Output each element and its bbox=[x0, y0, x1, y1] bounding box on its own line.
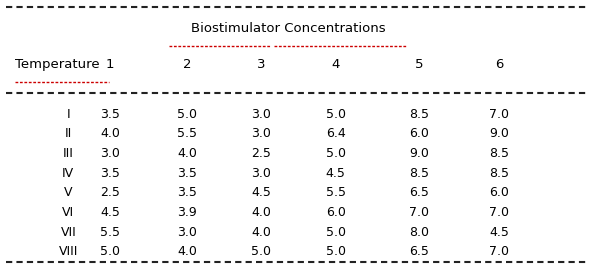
Text: 7.0: 7.0 bbox=[489, 245, 509, 258]
Text: 5.0: 5.0 bbox=[251, 245, 271, 258]
Text: 8.5: 8.5 bbox=[489, 147, 509, 160]
Text: 3.0: 3.0 bbox=[251, 128, 271, 140]
Text: VI: VI bbox=[62, 206, 74, 219]
Text: III: III bbox=[63, 147, 74, 160]
Text: I: I bbox=[67, 108, 70, 121]
Text: 5.0: 5.0 bbox=[326, 245, 346, 258]
Text: 3.0: 3.0 bbox=[177, 226, 197, 239]
Text: 3: 3 bbox=[257, 58, 266, 71]
Text: 5.0: 5.0 bbox=[326, 226, 346, 239]
Text: 3.0: 3.0 bbox=[100, 147, 120, 160]
Text: VII: VII bbox=[61, 226, 76, 239]
Text: 3.5: 3.5 bbox=[177, 186, 197, 199]
Text: 9.0: 9.0 bbox=[489, 128, 509, 140]
Text: 6.0: 6.0 bbox=[409, 128, 429, 140]
Text: 3.5: 3.5 bbox=[100, 108, 120, 121]
Text: 6.0: 6.0 bbox=[326, 206, 346, 219]
Text: 2.5: 2.5 bbox=[100, 186, 120, 199]
Text: 4.0: 4.0 bbox=[177, 245, 197, 258]
Text: 7.0: 7.0 bbox=[489, 206, 509, 219]
Text: 6: 6 bbox=[495, 58, 503, 71]
Text: 5.0: 5.0 bbox=[326, 147, 346, 160]
Text: 5.5: 5.5 bbox=[100, 226, 120, 239]
Text: 4.0: 4.0 bbox=[100, 128, 120, 140]
Text: IV: IV bbox=[62, 167, 74, 180]
Text: 4.5: 4.5 bbox=[489, 226, 509, 239]
Text: 8.0: 8.0 bbox=[409, 226, 429, 239]
Text: 4.0: 4.0 bbox=[251, 226, 271, 239]
Text: 3.9: 3.9 bbox=[177, 206, 197, 219]
Text: V: V bbox=[64, 186, 72, 199]
Text: 6.0: 6.0 bbox=[489, 186, 509, 199]
Text: 4: 4 bbox=[331, 58, 340, 71]
Text: 5.0: 5.0 bbox=[100, 245, 120, 258]
Text: II: II bbox=[65, 128, 72, 140]
Text: 3.0: 3.0 bbox=[251, 167, 271, 180]
Text: 6.4: 6.4 bbox=[326, 128, 346, 140]
Text: 6.5: 6.5 bbox=[409, 186, 429, 199]
Text: 3.5: 3.5 bbox=[100, 167, 120, 180]
Text: 2.5: 2.5 bbox=[251, 147, 271, 160]
Text: 8.5: 8.5 bbox=[489, 167, 509, 180]
Text: 9.0: 9.0 bbox=[409, 147, 429, 160]
Text: 8.5: 8.5 bbox=[409, 108, 429, 121]
Text: 7.0: 7.0 bbox=[409, 206, 429, 219]
Text: Biostimulator Concentrations: Biostimulator Concentrations bbox=[191, 22, 386, 35]
Text: 3.5: 3.5 bbox=[177, 167, 197, 180]
Text: 5: 5 bbox=[415, 58, 423, 71]
Text: 6.5: 6.5 bbox=[409, 245, 429, 258]
Text: VIII: VIII bbox=[59, 245, 78, 258]
Text: 3.0: 3.0 bbox=[251, 108, 271, 121]
Text: 5.0: 5.0 bbox=[326, 108, 346, 121]
Text: 5.5: 5.5 bbox=[177, 128, 197, 140]
Text: 5.5: 5.5 bbox=[326, 186, 346, 199]
Text: 4.0: 4.0 bbox=[251, 206, 271, 219]
Text: 4.5: 4.5 bbox=[251, 186, 271, 199]
Text: 7.0: 7.0 bbox=[489, 108, 509, 121]
Text: 4.5: 4.5 bbox=[100, 206, 120, 219]
Text: Temperature: Temperature bbox=[15, 58, 99, 71]
Text: 4.0: 4.0 bbox=[177, 147, 197, 160]
Text: 4.5: 4.5 bbox=[326, 167, 346, 180]
Text: 1: 1 bbox=[106, 58, 114, 71]
Text: 2: 2 bbox=[183, 58, 191, 71]
Text: 8.5: 8.5 bbox=[409, 167, 429, 180]
Text: 5.0: 5.0 bbox=[177, 108, 197, 121]
